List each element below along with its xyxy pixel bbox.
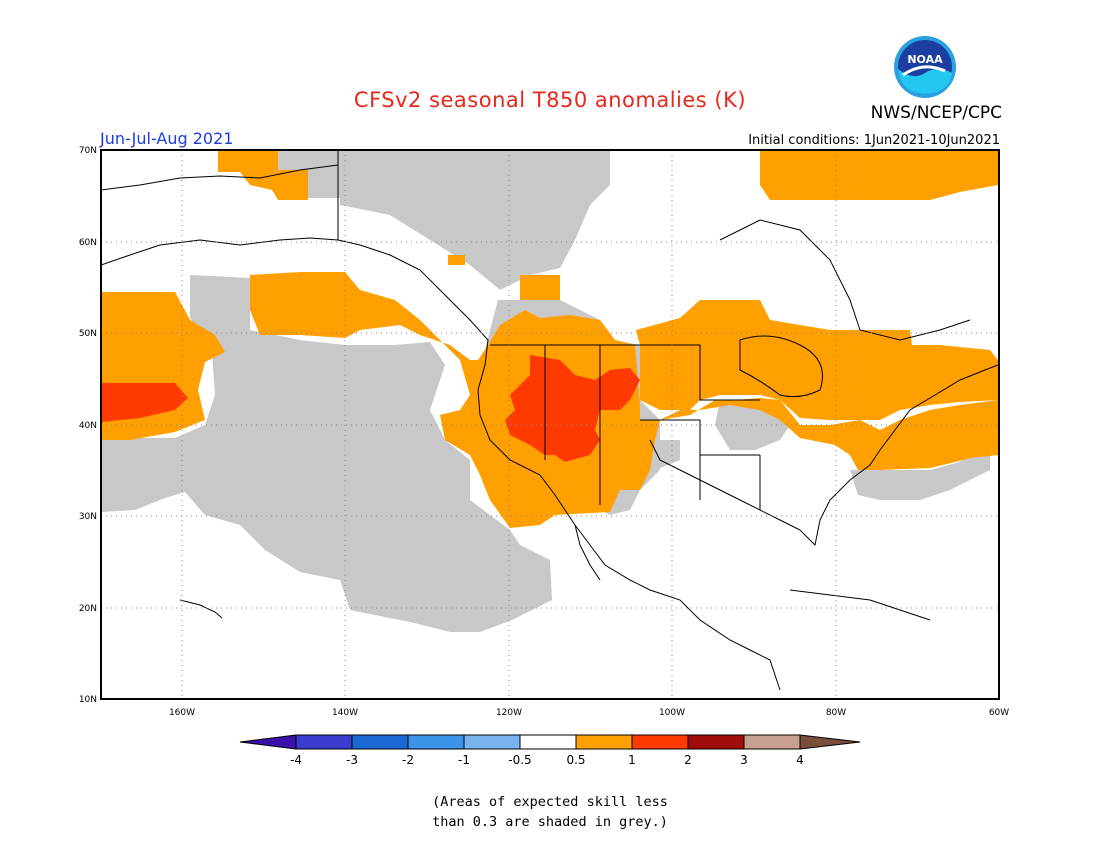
coastlines bbox=[101, 150, 999, 691]
lon-label: 80W bbox=[826, 708, 846, 718]
initial-conditions-label: Initial conditions: 1Jun2021-10Jun2021 bbox=[748, 133, 1000, 148]
colorbar-segment bbox=[576, 735, 632, 749]
colorbar-label: 4 bbox=[796, 753, 804, 767]
colorbar-label: 3 bbox=[740, 753, 748, 767]
lat-label: 20N bbox=[79, 604, 97, 614]
lon-label: 120W bbox=[496, 708, 522, 718]
map-frame bbox=[100, 149, 1000, 700]
lon-label: 100W bbox=[659, 708, 685, 718]
logo-text: NOAA bbox=[907, 53, 943, 66]
lon-label: 140W bbox=[332, 708, 358, 718]
colorbar-label: 2 bbox=[684, 753, 692, 767]
colorbar-label: 0.5 bbox=[566, 753, 585, 767]
colorbar bbox=[239, 734, 861, 750]
hot-anomaly-shading bbox=[101, 355, 640, 462]
colorbar-label: -4 bbox=[290, 753, 302, 767]
skill-note-line: than 0.3 are shaded in grey.) bbox=[432, 814, 668, 830]
colorbar-label: -2 bbox=[402, 753, 414, 767]
colorbar-segment bbox=[520, 735, 576, 749]
skill-note: (Areas of expected skill less than 0.3 a… bbox=[0, 792, 1100, 832]
colorbar-label: 1 bbox=[628, 753, 636, 767]
colorbar-segment bbox=[688, 735, 744, 749]
colorbar-segment bbox=[408, 735, 464, 749]
lat-label: 30N bbox=[79, 512, 97, 522]
colorbar-segment bbox=[240, 735, 296, 749]
lat-label: 10N bbox=[79, 695, 97, 705]
lat-label: 60N bbox=[79, 238, 97, 248]
lon-label: 60W bbox=[989, 708, 1009, 718]
map-title: CFSv2 seasonal T850 anomalies (K) bbox=[353, 88, 747, 112]
noaa-logo: NOAA bbox=[894, 36, 956, 98]
colorbar-segment bbox=[296, 735, 352, 749]
colorbar-label: -1 bbox=[458, 753, 470, 767]
agency-label: NWS/NCEP/CPC bbox=[870, 103, 1002, 123]
season-label: Jun-Jul-Aug 2021 bbox=[100, 129, 234, 148]
colorbar-segment bbox=[632, 735, 688, 749]
colorbar-label: -3 bbox=[346, 753, 358, 767]
colorbar-segment bbox=[744, 735, 800, 749]
skill-note-line: (Areas of expected skill less bbox=[432, 794, 668, 810]
colorbar-segment bbox=[352, 735, 408, 749]
colorbar-segment bbox=[464, 735, 520, 749]
lon-label: 160W bbox=[169, 708, 195, 718]
lat-label: 40N bbox=[79, 421, 97, 431]
colorbar-segment bbox=[800, 735, 860, 749]
lat-label: 50N bbox=[79, 329, 97, 339]
lat-label: 70N bbox=[79, 146, 97, 156]
colorbar-label: -0.5 bbox=[508, 753, 531, 767]
